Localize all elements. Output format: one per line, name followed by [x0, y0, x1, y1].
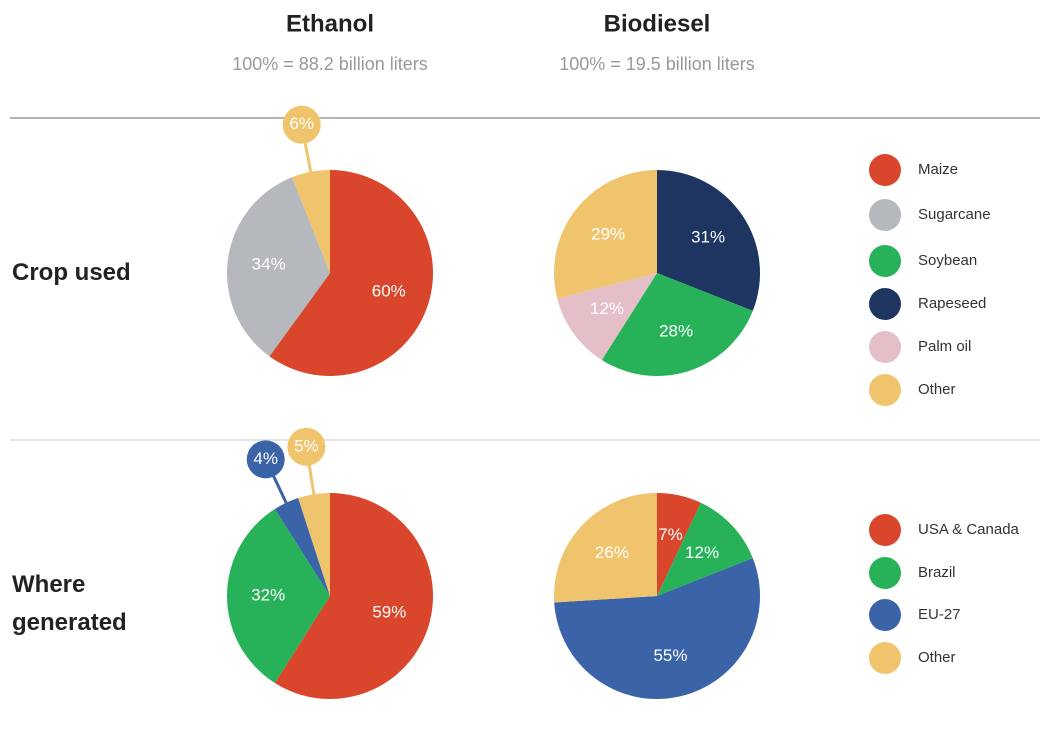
legend-label: Rapeseed	[918, 295, 986, 312]
callout-bubble	[287, 427, 326, 466]
column-subtitle: 100% = 19.5 billion liters	[559, 54, 755, 74]
pie-slice	[657, 493, 701, 596]
pie-slice	[274, 493, 434, 699]
value-label: 60%	[372, 282, 406, 301]
legend-label: USA & Canada	[918, 521, 1020, 538]
legend-label: Palm oil	[918, 338, 971, 355]
value-label: 31%	[691, 228, 725, 247]
legend-swatch	[869, 331, 901, 363]
pie-slice	[554, 170, 657, 299]
pie-slice	[269, 170, 434, 377]
pie-slice	[298, 493, 330, 596]
value-label: 32%	[251, 585, 285, 604]
value-label: 26%	[595, 543, 629, 562]
legend-swatch	[869, 245, 901, 277]
value-label: 34%	[252, 255, 286, 274]
value-label: 29%	[591, 225, 625, 244]
value-label: 7%	[658, 525, 683, 544]
value-label: 28%	[659, 321, 693, 340]
pie-slice	[226, 509, 330, 683]
legend-label: Soybean	[918, 252, 977, 269]
row-label: Crop used	[12, 259, 131, 286]
legend-swatch	[869, 599, 901, 631]
legend-label: Other	[918, 381, 956, 398]
column-title: Biodiesel	[604, 10, 711, 37]
legend-swatch	[869, 642, 901, 674]
legend-label: Sugarcane	[918, 206, 991, 223]
callout-bubble	[282, 105, 321, 144]
legend-label: Other	[918, 649, 956, 666]
legend-swatch	[869, 514, 901, 546]
pie-slice	[557, 273, 657, 360]
value-label: 4%	[253, 449, 278, 468]
pie-slice	[601, 273, 753, 377]
pie-slice	[227, 177, 330, 357]
pie-slice	[554, 558, 761, 700]
pie-slice	[274, 498, 330, 596]
legend-swatch	[869, 374, 901, 406]
row-label: Where generated	[12, 571, 127, 636]
value-label: 12%	[685, 543, 719, 562]
legend-label: EU-27	[918, 606, 961, 623]
pie-slice	[657, 170, 761, 311]
value-label: 55%	[653, 646, 687, 665]
legend-swatch	[869, 199, 901, 231]
legend-swatch	[869, 557, 901, 589]
value-label: 12%	[590, 299, 624, 318]
value-label: 6%	[289, 114, 314, 133]
value-label: 59%	[372, 603, 406, 622]
legend-swatch	[869, 288, 901, 320]
value-label: 5%	[294, 436, 319, 455]
column-title: Ethanol	[286, 10, 374, 37]
column-subtitle: 100% = 88.2 billion liters	[232, 54, 428, 74]
legend-label: Brazil	[918, 564, 956, 581]
pie-slice	[554, 493, 657, 603]
pie-slice	[292, 170, 330, 273]
callout-bubble	[246, 440, 285, 479]
legend-swatch	[869, 154, 901, 186]
pie-slice	[657, 502, 753, 596]
legend-label: Maize	[918, 161, 958, 178]
